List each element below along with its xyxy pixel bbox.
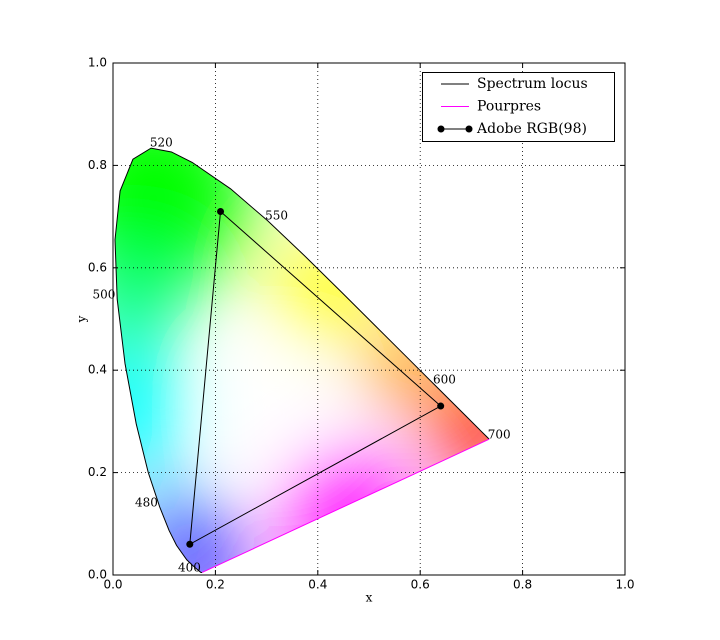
series-line (114, 147, 490, 573)
x-tick-label: 1.0 (615, 578, 634, 592)
y-tick-label: 0.8 (88, 158, 107, 172)
plot-frame (112, 62, 626, 576)
y-tick-label: 0.2 (88, 465, 107, 479)
annotation: 700 (488, 428, 511, 442)
y-tick-label: 1.0 (88, 56, 107, 70)
annotation: 400 (178, 560, 201, 574)
y-axis-label: y (75, 315, 89, 323)
annotation: 600 (433, 372, 456, 386)
series-line (189, 210, 442, 546)
legend-label: Spectrum locus (477, 76, 588, 92)
color-blob (369, 324, 451, 407)
color-blob (276, 237, 380, 340)
color-blob (114, 349, 185, 473)
annotation: 480 (135, 495, 158, 509)
color-blob (114, 257, 180, 360)
color-blob (153, 518, 247, 573)
point (186, 540, 194, 548)
annotation: 550 (265, 209, 288, 223)
legend-marker (465, 125, 473, 133)
y-tick-label: 0.0 (88, 568, 107, 582)
color-blob (114, 148, 257, 299)
legend-marker (437, 125, 445, 133)
series-line (201, 438, 490, 573)
y-tick-label: 0.6 (88, 260, 107, 274)
color-blob (235, 370, 308, 442)
color-blob (287, 452, 410, 573)
x-tick-label: 0.4 (308, 578, 327, 592)
legend-label: Pourpres (477, 99, 541, 115)
gamut-fill (114, 148, 490, 573)
x-tick-label: 0.6 (411, 578, 430, 592)
x-tick-label: 0.8 (513, 578, 532, 592)
color-blob (133, 482, 195, 545)
annotation: 500 (93, 287, 116, 301)
annotation: 520 (150, 135, 173, 149)
x-axis-label: x (366, 591, 373, 605)
plot: 0.0 0.2 0.4 0.6 0.8 1.0 0.0 0.2 0.4 0.6 0.8 1.0 520 5… (88, 56, 635, 592)
legend-label: Adobe RGB(98) (476, 121, 587, 137)
y-tick-label: 0.4 (88, 363, 107, 377)
x-tick-label: 0.0 (103, 578, 122, 592)
point (437, 402, 445, 410)
x-tick-label: 0.2 (206, 578, 225, 592)
point (217, 207, 225, 215)
